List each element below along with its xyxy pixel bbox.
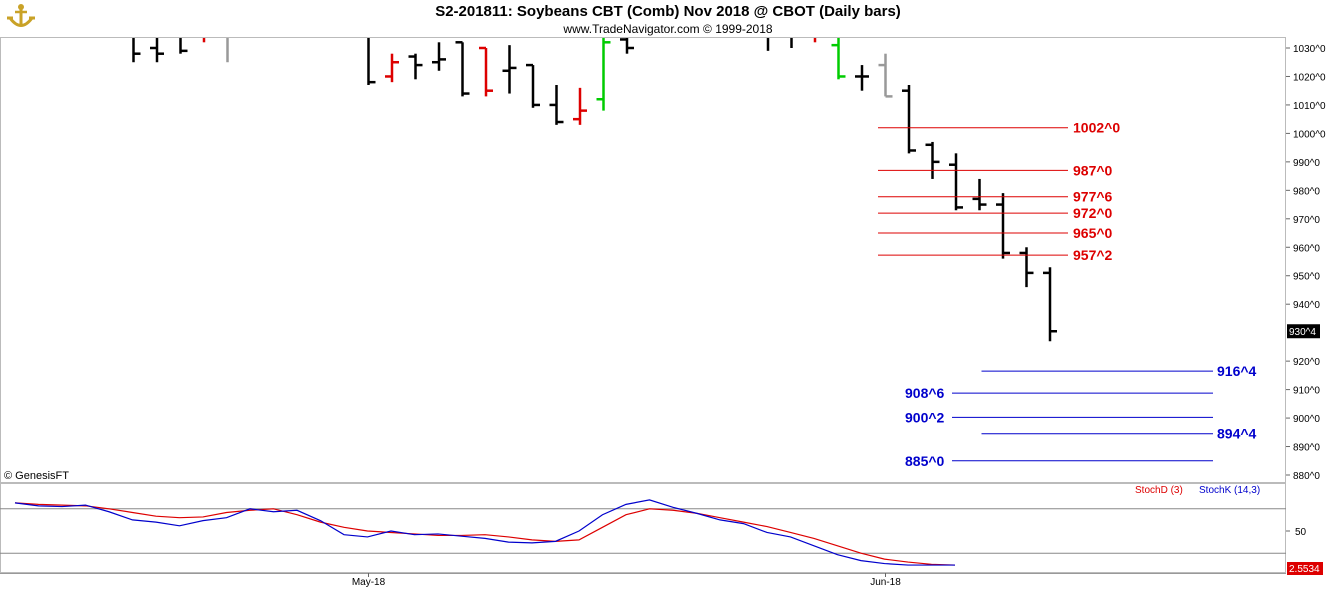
- ohlc-bar: [150, 38, 164, 63]
- ohlc-bar: [315, 31, 329, 37]
- ohlc-bar: [132, 38, 141, 63]
- ohlc-bar: [502, 45, 517, 94]
- ohlc-bar: [949, 153, 963, 211]
- price-axis-tick-label: 960^0: [1293, 243, 1320, 254]
- ohlc-bar: [925, 141, 940, 179]
- resistance-label: 957^2: [1073, 247, 1113, 263]
- resistance-label: 1002^0: [1073, 120, 1120, 136]
- ohlc-bar: [479, 46, 493, 97]
- price-axis-tick-label: 970^0: [1293, 215, 1320, 226]
- support-label: 885^0: [905, 453, 945, 469]
- price-axis-tick-label: 1030^0: [1293, 44, 1326, 55]
- stoch-d-line: [14, 502, 956, 566]
- price-panel-border: [0, 37, 1286, 483]
- ohlc-bar: [455, 41, 470, 97]
- resistance-label: 987^0: [1073, 162, 1113, 178]
- ohlc-bar: [226, 38, 229, 63]
- price-axis-tick-label: 1010^0: [1293, 101, 1326, 112]
- price-axis-tick-label: 1020^0: [1293, 72, 1326, 83]
- chart-subtitle: www.TradeNavigator.com © 1999-2018: [563, 22, 773, 36]
- price-axis-tick-label: 950^0: [1293, 272, 1320, 283]
- time-axis-tick-label: May-18: [352, 577, 386, 588]
- chart-header: S2-201811: Soybeans CBT (Comb) Nov 2018 …: [0, 0, 1336, 37]
- stoch-k-line: [14, 499, 955, 566]
- ohlc-bar: [831, 38, 846, 80]
- stoch-k-legend: StochK (14,3): [1199, 485, 1260, 496]
- last-price-badge: [1287, 324, 1320, 339]
- ohlc-bar: [1019, 247, 1034, 288]
- ohlc-bar: [972, 178, 987, 211]
- support-label: 908^6: [905, 385, 945, 401]
- ohlc-bar: [878, 53, 893, 98]
- price-axis-tick-label: 1000^0: [1293, 129, 1326, 140]
- ohlc-bar: [179, 38, 188, 54]
- price-axis: 1030^0 1020^0 1010^0 1000^0 990^0 980^0 970^0 9…: [1286, 44, 1326, 482]
- ohlc-bar: [1043, 267, 1057, 342]
- price-axis-tick-label: 990^0: [1293, 158, 1320, 169]
- resistance-label: 972^0: [1073, 205, 1113, 221]
- price-axis-tick-label: 880^0: [1293, 471, 1320, 482]
- stoch-last-label: 2.5534: [1289, 564, 1320, 575]
- ohlc-bar: [620, 38, 634, 54]
- support-label: 916^4: [1217, 363, 1257, 379]
- price-bars: [103, 20, 1057, 342]
- time-axis-tick-label: Jun-18: [870, 577, 901, 588]
- stoch-axis-tick-label: 50: [1295, 527, 1307, 538]
- ohlc-bar: [996, 193, 1010, 259]
- ohlc-bar: [408, 53, 423, 80]
- ohlc-bar: [103, 20, 117, 34]
- chart-title: S2-201811: Soybeans CBT (Comb) Nov 2018 …: [435, 3, 901, 20]
- ohlc-bar: [596, 38, 611, 111]
- ohlc-bar: [526, 63, 540, 108]
- price-axis-tick-label: 940^0: [1293, 300, 1320, 311]
- support-label: 894^4: [1217, 426, 1257, 442]
- ohlc-bar: [855, 65, 869, 91]
- ohlc-bar: [385, 53, 399, 83]
- resistance-label: 977^6: [1073, 189, 1113, 205]
- ohlc-bar: [790, 38, 793, 48]
- ohlc-bar: [573, 87, 587, 125]
- price-axis-tick-label: 910^0: [1293, 386, 1320, 397]
- support-label: 900^2: [905, 409, 945, 425]
- stoch-last-badge: [1287, 562, 1323, 575]
- ohlc-bar: [367, 38, 376, 86]
- ohlc-bar: [813, 38, 817, 43]
- time-axis: May-18 Jun-18: [352, 573, 901, 588]
- price-axis-tick-label: 980^0: [1293, 186, 1320, 197]
- stochastic-panel-border: [0, 483, 1286, 573]
- price-axis-tick-label: 920^0: [1293, 357, 1320, 368]
- stoch-d-legend: StochD (3): [1135, 485, 1183, 496]
- ohlc-bar: [549, 85, 564, 125]
- trade-navigator-logo-icon: [4, 3, 38, 38]
- copyright-label: © GenesisFT: [4, 470, 69, 482]
- last-price-label: 930^4: [1289, 327, 1316, 338]
- price-axis-tick-label: 900^0: [1293, 414, 1320, 425]
- stochastic-panel: 50 StochD (3) StochK (14,3) 2.5534: [0, 485, 1323, 575]
- ohlc-bar: [432, 42, 446, 71]
- ohlc-bar: [766, 38, 770, 51]
- ohlc-bar: [202, 38, 206, 43]
- ohlc-bar: [902, 85, 916, 154]
- price-axis-tick-label: 890^0: [1293, 443, 1320, 454]
- resistance-label: 965^0: [1073, 225, 1113, 241]
